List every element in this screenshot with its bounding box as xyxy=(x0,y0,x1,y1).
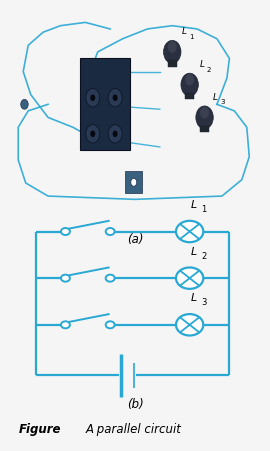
Text: L: L xyxy=(200,60,205,69)
Text: 3: 3 xyxy=(220,99,225,105)
Text: (b): (b) xyxy=(127,397,143,410)
Circle shape xyxy=(200,107,209,119)
Bar xyxy=(200,126,209,133)
Circle shape xyxy=(185,75,194,87)
Bar xyxy=(125,172,143,193)
Circle shape xyxy=(113,95,118,102)
Text: 2: 2 xyxy=(202,251,207,260)
Text: L: L xyxy=(213,93,218,102)
Text: L: L xyxy=(182,28,187,37)
Circle shape xyxy=(176,221,203,243)
Circle shape xyxy=(181,74,198,97)
Circle shape xyxy=(176,268,203,289)
Bar xyxy=(185,94,194,100)
Text: L: L xyxy=(191,293,197,303)
Circle shape xyxy=(168,42,177,54)
Circle shape xyxy=(106,229,115,235)
Text: 3: 3 xyxy=(202,298,207,307)
Circle shape xyxy=(131,179,137,187)
Circle shape xyxy=(90,131,95,138)
Circle shape xyxy=(113,131,118,138)
Bar xyxy=(80,59,130,151)
Text: L: L xyxy=(191,246,197,256)
Text: (a): (a) xyxy=(127,233,143,246)
Circle shape xyxy=(61,275,70,282)
Text: 1: 1 xyxy=(189,34,194,40)
Circle shape xyxy=(90,95,95,102)
Circle shape xyxy=(106,275,115,282)
Text: A parallel circuit: A parallel circuit xyxy=(85,422,181,435)
Text: 2: 2 xyxy=(207,66,211,72)
Circle shape xyxy=(176,314,203,336)
Circle shape xyxy=(108,125,122,144)
Circle shape xyxy=(61,229,70,235)
Circle shape xyxy=(108,89,122,108)
Text: 1: 1 xyxy=(202,205,207,214)
Circle shape xyxy=(61,322,70,329)
Text: L: L xyxy=(191,200,197,210)
Circle shape xyxy=(21,100,28,110)
Bar xyxy=(168,61,177,68)
Circle shape xyxy=(86,89,100,108)
Circle shape xyxy=(106,322,115,329)
Text: Figure: Figure xyxy=(18,422,61,435)
Circle shape xyxy=(164,41,181,64)
Circle shape xyxy=(86,125,100,144)
Circle shape xyxy=(196,107,213,129)
